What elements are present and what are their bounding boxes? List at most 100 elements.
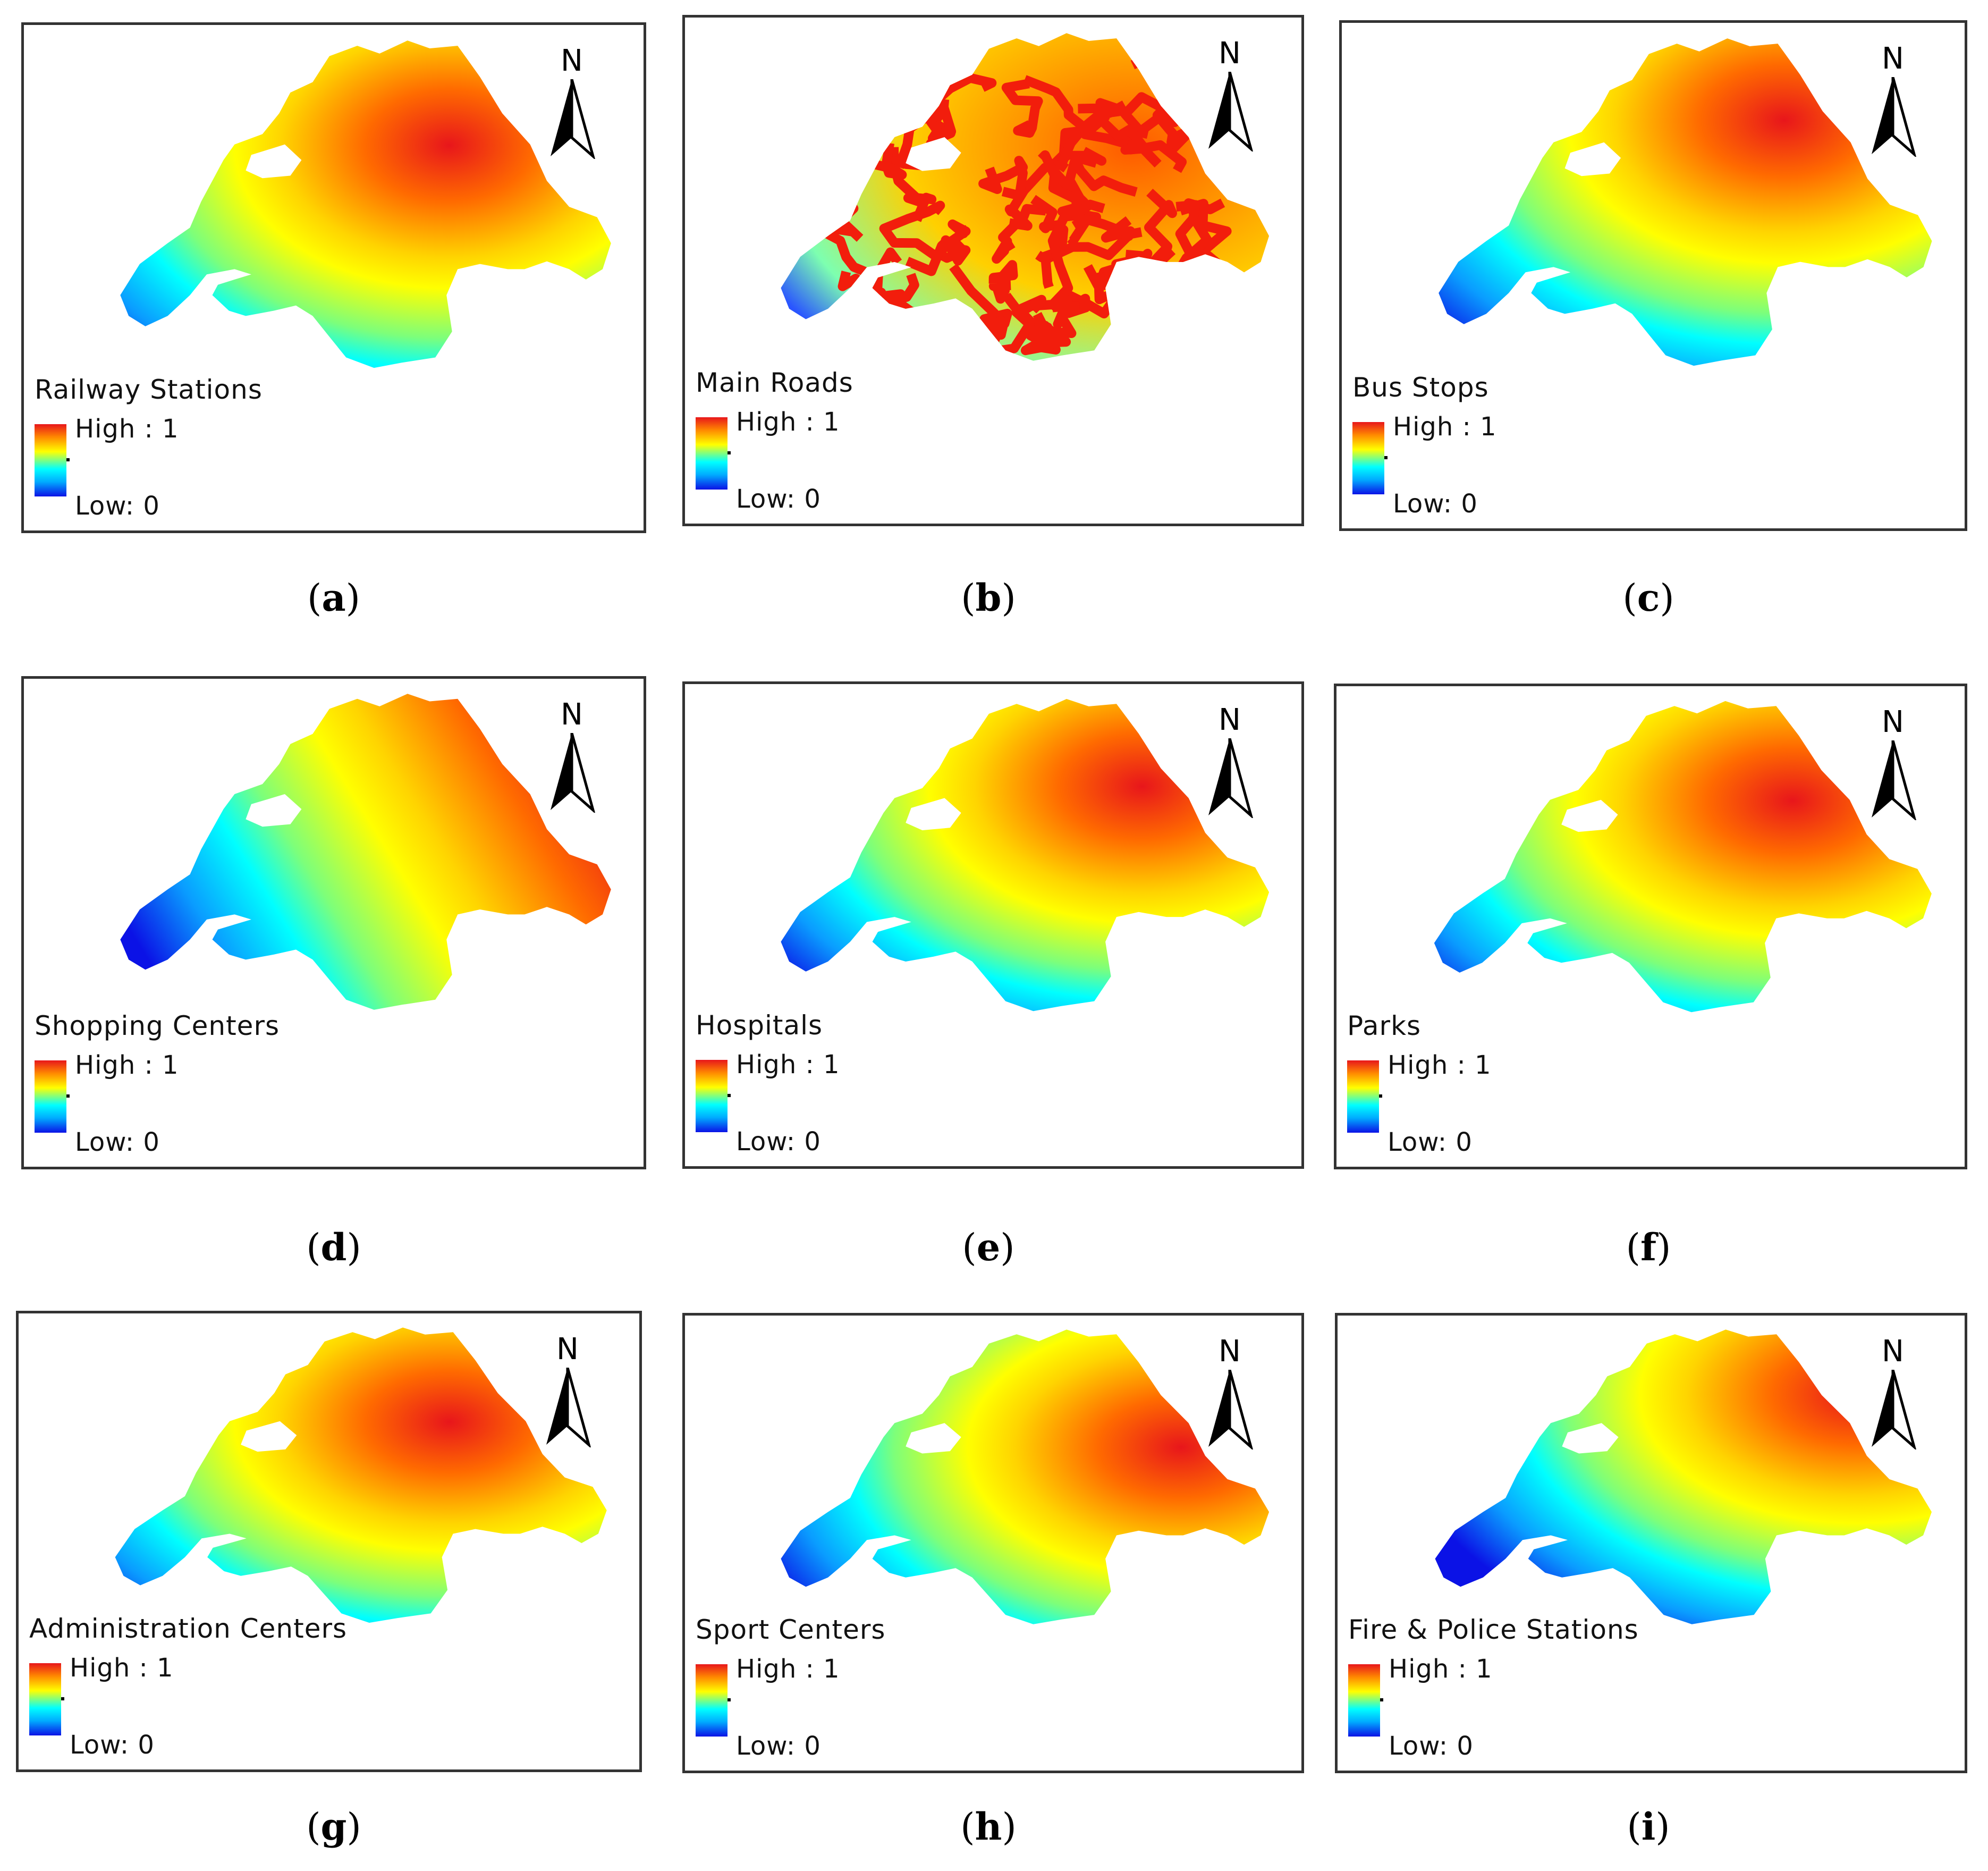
- north-arrow: N: [1206, 705, 1254, 822]
- panel-caption: (f): [1626, 1225, 1671, 1269]
- map-panel-e: N Hospitals High : 1 Low: 0: [682, 681, 1304, 1169]
- road-segment: [1150, 268, 1223, 308]
- road-segment: [1071, 214, 1135, 243]
- road-segment: [992, 204, 1047, 264]
- north-label: N: [1219, 1334, 1241, 1369]
- legend-color-ramp: [696, 1060, 731, 1132]
- lake-h: [906, 1423, 961, 1454]
- north-arrow: N: [548, 700, 596, 817]
- study-region-a: [120, 40, 611, 368]
- legend-low-label: Low: 0: [1393, 489, 1478, 519]
- road-segment: [886, 298, 959, 356]
- legend-title: Main Roads: [696, 367, 853, 398]
- legend-color-ramp: [35, 424, 70, 496]
- north-arrow-icon: [1872, 740, 1916, 820]
- map-raster-f: [1434, 701, 1932, 1013]
- legend-color-ramp: [35, 1060, 70, 1133]
- panel-caption-letter: c: [1637, 576, 1660, 620]
- panel-caption: (i): [1627, 1805, 1670, 1849]
- legend-high-label: High : 1: [75, 1050, 179, 1080]
- lake-f: [1561, 799, 1618, 832]
- study-region-g: [115, 1327, 607, 1623]
- map-panel-d: N Shopping Centers High : 1 Low: 0: [21, 676, 646, 1169]
- map-raster-e: [781, 699, 1270, 1012]
- map-panel-h: N Sport Centers High : 1 Low: 0: [682, 1313, 1304, 1773]
- panel-caption-letter: i: [1641, 1805, 1656, 1849]
- north-label: N: [556, 1332, 579, 1367]
- legend-low-label: Low: 0: [736, 484, 821, 514]
- road-segment: [978, 156, 1028, 200]
- map-raster-g: [115, 1327, 607, 1623]
- north-arrow-icon: [551, 79, 595, 159]
- study-region-i: [1435, 1329, 1932, 1624]
- road-segment: [982, 316, 1008, 344]
- legend-title: Railway Stations: [35, 374, 263, 405]
- north-label: N: [561, 44, 583, 78]
- panel-caption-letter: a: [322, 576, 346, 620]
- legend-title: Sport Centers: [696, 1614, 886, 1645]
- lake-b: [906, 137, 961, 171]
- map-raster-c: [1439, 38, 1932, 366]
- legend-color-ramp: [696, 1664, 731, 1737]
- road-segment: [1040, 227, 1143, 289]
- north-label: N: [1219, 703, 1241, 737]
- map-raster-a: [120, 40, 611, 368]
- legend-high-label: High : 1: [736, 1050, 840, 1080]
- panel-caption: (e): [962, 1225, 1015, 1269]
- legend-high-label: High : 1: [75, 414, 179, 444]
- map-raster-b: [781, 33, 1270, 361]
- legend-color-ramp: [29, 1663, 64, 1735]
- north-arrow: N: [1206, 39, 1254, 156]
- map-panel-a: N Railway Stations High : 1 Low: 0: [21, 22, 646, 533]
- panel-caption: (h): [960, 1805, 1017, 1849]
- north-arrow-icon: [551, 733, 595, 813]
- north-arrow: N: [1206, 1337, 1254, 1454]
- lake-d: [246, 794, 302, 827]
- panel-caption: (g): [306, 1805, 361, 1849]
- map-raster-d: [120, 694, 611, 1010]
- legend-color-ramp: [1347, 1060, 1382, 1133]
- study-region-d: [120, 694, 611, 1010]
- road-segment: [1020, 311, 1071, 356]
- north-arrow: N: [1869, 1337, 1917, 1454]
- road-segment: [790, 136, 858, 192]
- legend-title: Hospitals: [696, 1010, 823, 1041]
- legend-high-label: High : 1: [70, 1653, 174, 1683]
- legend-high-label: High : 1: [736, 1654, 840, 1684]
- panel-caption: (b): [961, 576, 1016, 620]
- panel-caption: (c): [1622, 576, 1674, 620]
- road-segment: [1001, 79, 1043, 138]
- lake-g: [241, 1421, 297, 1452]
- panel-caption-letter: g: [320, 1805, 347, 1849]
- legend-title: Shopping Centers: [35, 1010, 280, 1041]
- lake-e: [906, 798, 961, 830]
- legend-color-ramp: [696, 417, 731, 490]
- road-segment: [790, 128, 869, 182]
- lake-c: [1564, 142, 1621, 176]
- study-region-c: [1439, 38, 1932, 366]
- panel-caption: (a): [307, 576, 360, 620]
- study-region-f: [1434, 701, 1932, 1013]
- north-arrow: N: [544, 1335, 591, 1452]
- legend-high-label: High : 1: [1388, 1050, 1492, 1080]
- legend-low-label: Low: 0: [1389, 1731, 1474, 1761]
- panel-caption-letter: e: [976, 1225, 1001, 1269]
- north-label: N: [561, 697, 583, 732]
- study-region-h: [781, 1329, 1270, 1624]
- north-arrow-icon: [1872, 77, 1916, 157]
- lake-a: [246, 144, 302, 179]
- legend-high-label: High : 1: [1393, 412, 1497, 442]
- legend-title: Bus Stops: [1352, 372, 1489, 403]
- legend-low-label: Low: 0: [75, 491, 160, 521]
- north-label: N: [1882, 1334, 1904, 1369]
- north-arrow-icon: [1872, 1370, 1916, 1449]
- road-segment: [817, 114, 859, 233]
- legend-high-label: High : 1: [1389, 1654, 1493, 1684]
- legend-high-label: High : 1: [736, 407, 840, 437]
- map-raster-i: [1435, 1329, 1932, 1624]
- legend-color-ramp: [1348, 1664, 1383, 1737]
- road-segment: [845, 65, 879, 115]
- lake-i: [1562, 1423, 1619, 1454]
- panel-caption-letter: f: [1640, 1225, 1657, 1269]
- road-segment: [1152, 92, 1197, 154]
